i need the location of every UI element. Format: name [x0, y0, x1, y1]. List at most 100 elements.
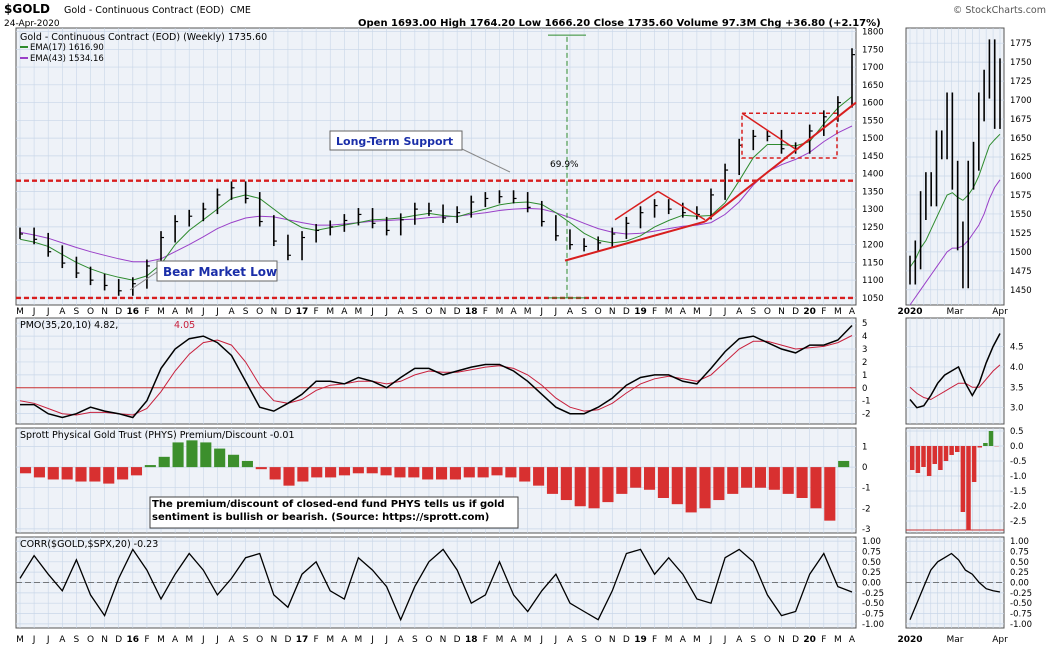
- x-tick-label: N: [440, 307, 447, 317]
- x-tick-label-bottom: A: [680, 635, 687, 645]
- x-tick-label: M: [524, 307, 532, 317]
- y-tick-label: 4.5: [1010, 343, 1024, 353]
- x-tick-label-bottom: N: [440, 635, 447, 645]
- premium-bar: [686, 467, 697, 512]
- x-tick-label: Apr: [992, 307, 1008, 317]
- y-tick-label: -1.00: [1010, 620, 1032, 630]
- x-tick-label-bottom: M: [496, 635, 504, 645]
- x-tick-label: M: [665, 307, 673, 317]
- y-tick-label: 1: [862, 443, 867, 453]
- y-tick-label: -0.5: [1010, 457, 1027, 467]
- x-tick-label-bottom: F: [652, 635, 657, 645]
- x-tick-label: A: [59, 307, 66, 317]
- x-tick-label: J: [709, 307, 713, 317]
- y-tick-label: 1500: [862, 134, 884, 144]
- y-tick-label: 1675: [1010, 115, 1032, 125]
- premium-bar: [699, 467, 710, 508]
- premium-bar: [783, 467, 794, 494]
- x-tick-label-bottom: M: [834, 635, 842, 645]
- x-tick-label-bottom: J: [215, 635, 219, 645]
- x-tick-label-bottom: N: [270, 635, 277, 645]
- x-tick-label: Mar: [947, 307, 964, 317]
- premium-bar: [228, 455, 239, 467]
- x-tick-label-bottom: J: [539, 635, 543, 645]
- y-tick-label: -1: [862, 397, 870, 407]
- premium-bar: [672, 467, 683, 504]
- x-tick-label-bottom: J: [554, 635, 558, 645]
- premium-bar: [575, 467, 586, 506]
- premium-bar: [769, 467, 780, 490]
- premium-bar: [589, 467, 600, 508]
- premium-bar: [159, 457, 170, 467]
- y-tick-label: 1775: [1010, 39, 1032, 49]
- legend-ema43: EMA(43) 1534.16: [30, 54, 104, 64]
- y-tick-label: -1: [862, 484, 870, 494]
- y-tick-label: 1550: [1010, 210, 1032, 220]
- premium-bar: [741, 467, 752, 488]
- x-tick-label-bottom: A: [59, 635, 66, 645]
- x-tick-label: F: [144, 307, 149, 317]
- x-tick-label-bottom: Apr: [992, 635, 1008, 645]
- low-callout-text: Bear Market Low: [163, 265, 277, 279]
- y-tick-label: -2.0: [1010, 502, 1027, 512]
- y-tick-label: 3.5: [1010, 383, 1024, 393]
- x-tick-label: F: [821, 307, 826, 317]
- premium-bar-daily: [989, 431, 994, 446]
- premium-bar: [436, 467, 447, 479]
- premium-bar: [824, 467, 835, 521]
- premium-note-text: The premium/discount of closed-end fund …: [152, 498, 518, 524]
- x-tick-label: J: [539, 307, 543, 317]
- y-tick-label: 0.00: [862, 579, 881, 589]
- premium-bar: [547, 467, 558, 494]
- y-tick-label: 1400: [862, 170, 884, 180]
- premium-bar: [214, 449, 225, 468]
- premium-bar-daily: [983, 443, 988, 446]
- y-tick-label: 1800: [862, 28, 884, 38]
- x-tick-label-bottom: M: [157, 635, 165, 645]
- x-tick-label-bottom: N: [609, 635, 616, 645]
- x-tick-label-bottom: M: [665, 635, 673, 645]
- x-tick-label-bottom: J: [723, 635, 727, 645]
- premium-bar: [838, 461, 849, 467]
- y-tick-label: 0.25: [1010, 568, 1029, 578]
- premium-bar: [478, 467, 489, 477]
- premium-bar: [630, 467, 641, 488]
- y-tick-label: 1700: [1010, 96, 1032, 106]
- premium-bar-daily: [955, 446, 960, 452]
- x-tick-label: A: [680, 307, 687, 317]
- premium-bar-daily: [944, 446, 949, 461]
- premium-bar: [658, 467, 669, 498]
- y-tick-label: 1750: [1010, 58, 1032, 68]
- x-tick-label-bottom: D: [115, 635, 122, 645]
- x-tick-label-bottom: S: [750, 635, 756, 645]
- premium-bar-daily: [961, 446, 966, 512]
- x-tick-label: F: [483, 307, 488, 317]
- y-tick-label: 1625: [1010, 153, 1032, 163]
- premium-bar-daily: [910, 446, 915, 470]
- y-tick-label: -2.5: [1010, 517, 1027, 527]
- ohlc-readout: Open 1693.00 High 1764.20 Low 1666.20 Cl…: [358, 18, 881, 29]
- x-tick-label-bottom: M: [185, 635, 193, 645]
- x-tick-label: 17: [296, 307, 309, 317]
- y-tick-label: 1450: [1010, 286, 1032, 296]
- y-tick-label: -1.5: [1010, 487, 1027, 497]
- premium-bar: [89, 467, 100, 481]
- y-tick-label: 0: [862, 384, 867, 394]
- y-tick-label: 1100: [862, 276, 884, 286]
- watermark: © StockCharts.com: [953, 5, 1046, 16]
- x-tick-label: O: [256, 307, 263, 317]
- premium-bar: [755, 467, 766, 488]
- x-tick-label: S: [750, 307, 756, 317]
- premium-bar: [797, 467, 808, 498]
- x-tick-label-bottom: F: [144, 635, 149, 645]
- pmo-signal-value: 4.05: [174, 320, 195, 331]
- x-tick-label-bottom: F: [821, 635, 826, 645]
- x-tick-label: A: [341, 307, 348, 317]
- y-tick-label: 1650: [862, 81, 884, 91]
- y-tick-label: -0.75: [862, 610, 884, 620]
- x-tick-label-bottom: A: [398, 635, 405, 645]
- y-tick-label: 1250: [862, 223, 884, 233]
- x-tick-label: 2020: [897, 307, 922, 317]
- x-tick-label-bottom: A: [510, 635, 517, 645]
